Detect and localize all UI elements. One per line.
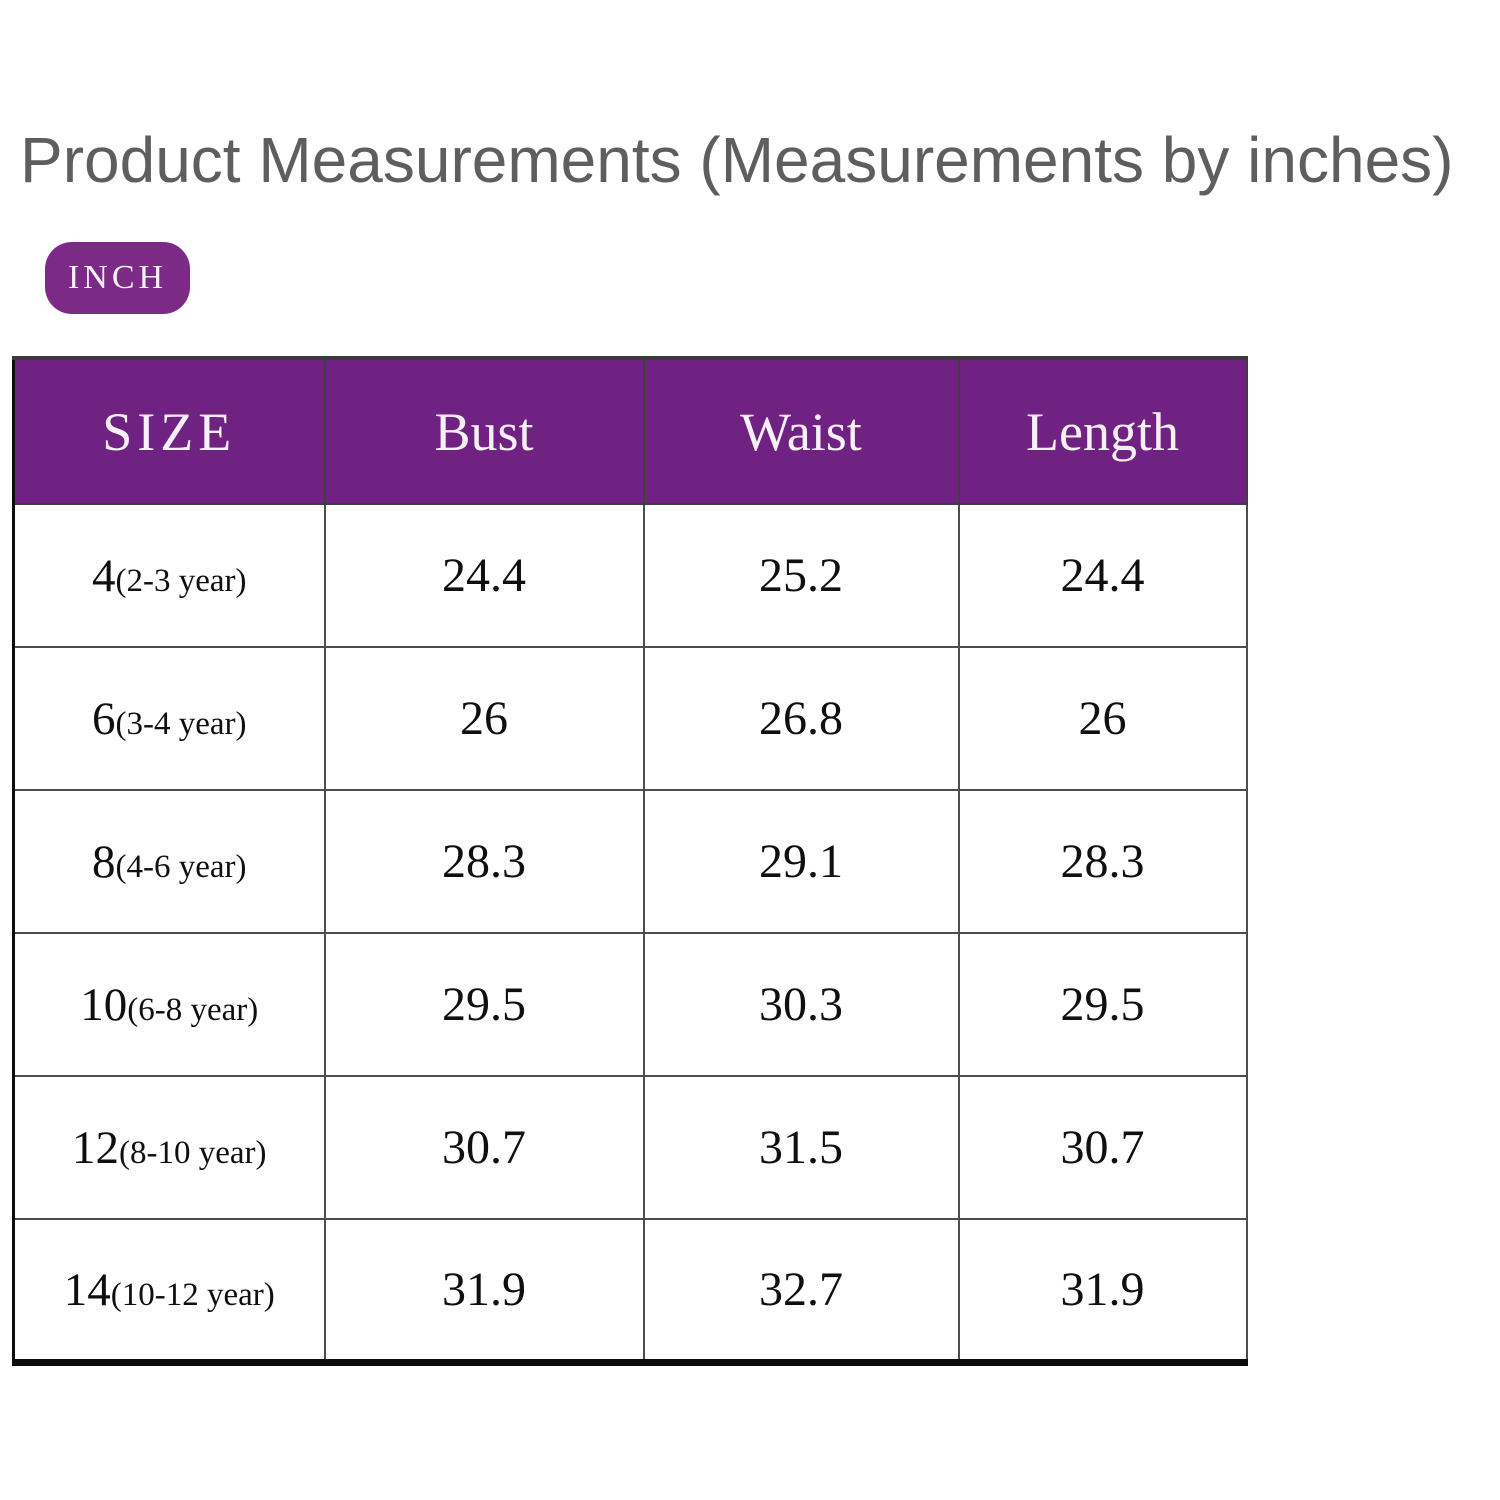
size-age-range: (6-8 year) xyxy=(127,992,259,1028)
bust-cell: 24.4 xyxy=(323,503,645,648)
waist-cell: 32.7 xyxy=(642,1218,960,1363)
size-age-range: (8-10 year) xyxy=(118,1135,267,1171)
table-header-row: SIZE Bust Waist Length xyxy=(12,357,1248,505)
table-row: 12(8-10 year) 30.7 31.5 30.7 xyxy=(12,1075,1248,1220)
bust-cell: 31.9 xyxy=(323,1218,645,1363)
bust-cell: 29.5 xyxy=(323,932,645,1077)
table-row: 14(10-12 year) 31.9 32.7 31.9 xyxy=(12,1218,1248,1363)
length-cell: 30.7 xyxy=(957,1075,1248,1220)
bust-cell: 28.3 xyxy=(323,789,645,934)
size-cell: 10(6-8 year) xyxy=(12,932,326,1077)
table-row: 10(6-8 year) 29.5 30.3 29.5 xyxy=(12,932,1248,1077)
column-header-waist: Waist xyxy=(642,357,960,505)
bust-cell: 26 xyxy=(323,646,645,791)
size-table-container: SIZE Bust Waist Length 4(2-3 year) 24.4 … xyxy=(12,356,1248,1366)
waist-cell: 31.5 xyxy=(642,1075,960,1220)
table-row: 4(2-3 year) 24.4 25.2 24.4 xyxy=(12,503,1248,648)
waist-cell: 26.8 xyxy=(642,646,960,791)
size-cell: 6(3-4 year) xyxy=(12,646,326,791)
size-cell: 14(10-12 year) xyxy=(12,1218,326,1363)
length-cell: 26 xyxy=(957,646,1248,791)
size-number: 4 xyxy=(91,550,116,602)
size-number: 14 xyxy=(63,1263,111,1316)
inch-unit-badge[interactable]: INCH xyxy=(45,242,190,314)
size-cell: 12(8-10 year) xyxy=(12,1075,326,1220)
size-age-range: (3-4 year) xyxy=(115,706,247,742)
table-row: 6(3-4 year) 26 26.8 26 xyxy=(12,646,1248,791)
length-cell: 28.3 xyxy=(957,789,1248,934)
table-row: 8(4-6 year) 28.3 29.1 28.3 xyxy=(12,789,1248,934)
size-number: 6 xyxy=(91,693,116,745)
size-age-range: (10-12 year) xyxy=(110,1276,275,1313)
size-number: 10 xyxy=(80,979,128,1031)
length-cell: 29.5 xyxy=(957,932,1248,1077)
column-header-size: SIZE xyxy=(12,357,326,505)
column-header-bust: Bust xyxy=(323,357,645,505)
size-number: 8 xyxy=(91,836,116,888)
size-cell: 8(4-6 year) xyxy=(12,789,326,934)
waist-cell: 25.2 xyxy=(642,503,960,648)
size-age-range: (4-6 year) xyxy=(115,849,247,885)
size-number: 12 xyxy=(71,1122,119,1174)
length-cell: 31.9 xyxy=(957,1218,1248,1363)
size-table: SIZE Bust Waist Length 4(2-3 year) 24.4 … xyxy=(12,356,1248,1366)
inch-unit-badge-label: INCH xyxy=(67,259,168,296)
page-title: Product Measurements (Measurements by in… xyxy=(20,124,1454,196)
waist-cell: 29.1 xyxy=(642,789,960,934)
bust-cell: 30.7 xyxy=(323,1075,645,1220)
size-cell: 4(2-3 year) xyxy=(12,503,326,648)
column-header-length: Length xyxy=(957,357,1248,505)
waist-cell: 30.3 xyxy=(642,932,960,1077)
size-age-range: (2-3 year) xyxy=(115,563,247,599)
length-cell: 24.4 xyxy=(957,503,1248,648)
